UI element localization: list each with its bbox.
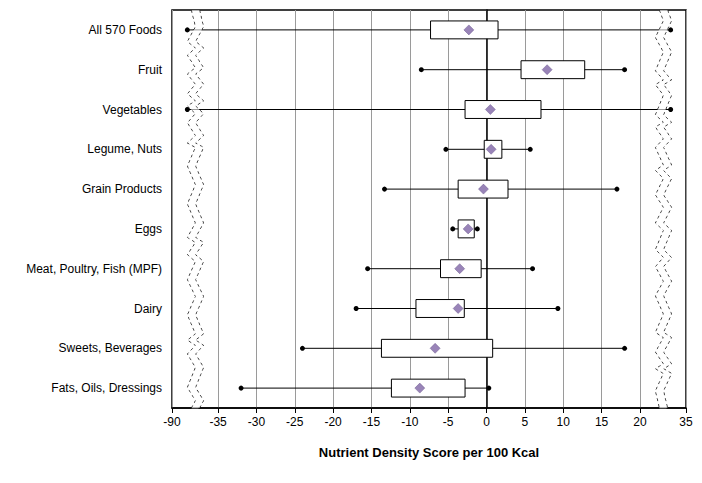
svg-text:35: 35	[679, 415, 693, 429]
svg-text:5: 5	[522, 415, 529, 429]
svg-text:Nutrient Density Score per 100: Nutrient Density Score per 100 Kcal	[319, 445, 539, 460]
svg-text:15: 15	[595, 415, 609, 429]
svg-text:Eggs: Eggs	[135, 222, 162, 236]
svg-text:-15: -15	[363, 415, 381, 429]
svg-text:20: 20	[633, 415, 647, 429]
svg-text:Fats, Oils, Dressings: Fats, Oils, Dressings	[51, 381, 162, 395]
svg-text:0: 0	[483, 415, 490, 429]
svg-text:10: 10	[557, 415, 571, 429]
svg-text:Grain Products: Grain Products	[82, 182, 162, 196]
svg-text:-30: -30	[248, 415, 266, 429]
svg-text:Vegetables: Vegetables	[103, 103, 162, 117]
svg-text:-10: -10	[401, 415, 419, 429]
svg-text:All 570 Foods: All 570 Foods	[89, 23, 162, 37]
svg-text:-5: -5	[443, 415, 454, 429]
svg-text:Legume, Nuts: Legume, Nuts	[87, 142, 162, 156]
svg-text:Fruit: Fruit	[138, 63, 163, 77]
svg-text:-35: -35	[209, 415, 227, 429]
svg-text:Dairy: Dairy	[134, 302, 162, 316]
svg-text:Meat, Poultry, Fish (MPF): Meat, Poultry, Fish (MPF)	[26, 262, 162, 276]
svg-text:-20: -20	[324, 415, 342, 429]
svg-text:-90: -90	[163, 415, 181, 429]
svg-text:-25: -25	[286, 415, 304, 429]
svg-text:Sweets, Beverages: Sweets, Beverages	[59, 341, 162, 355]
